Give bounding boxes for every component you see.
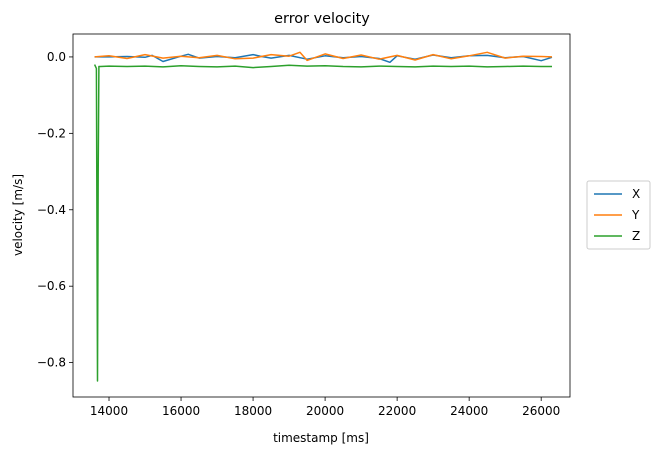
legend: XYZ [586, 180, 651, 250]
x-axis-label: timestamp [ms] [273, 431, 369, 445]
y-tick-label: −0.6 [37, 279, 66, 293]
x-tick-label: 26000 [522, 404, 560, 418]
x-axis: 14000 16000 18000 20000 22000 24000 26000 [90, 397, 560, 418]
series-layer [93, 51, 553, 382]
y-axis-label: velocity [m/s] [11, 174, 25, 256]
legend-label-y: Y [631, 208, 640, 222]
x-tick-label: 16000 [162, 404, 200, 418]
y-tick-label: −0.2 [37, 126, 66, 140]
legend-label-x: X [632, 187, 640, 201]
x-tick-label: 18000 [234, 404, 272, 418]
x-tick-label: 24000 [450, 404, 488, 418]
legend-label-z: Z [632, 229, 640, 243]
plot-frame [72, 33, 571, 398]
plot-area [72, 33, 571, 398]
series-line-z [93, 64, 552, 382]
y-tick-label: −0.4 [37, 203, 66, 217]
chart-title: error velocity [274, 11, 370, 27]
series-line-y [94, 51, 553, 62]
x-tick-label: 20000 [306, 404, 344, 418]
y-tick-label: 0.0 [47, 50, 66, 64]
x-tick-label: 14000 [90, 404, 128, 418]
x-tick-label: 22000 [378, 404, 416, 418]
y-tick-label: −0.8 [37, 356, 66, 370]
y-axis: 0.0 −0.2 −0.4 −0.6 −0.8 [37, 50, 73, 370]
